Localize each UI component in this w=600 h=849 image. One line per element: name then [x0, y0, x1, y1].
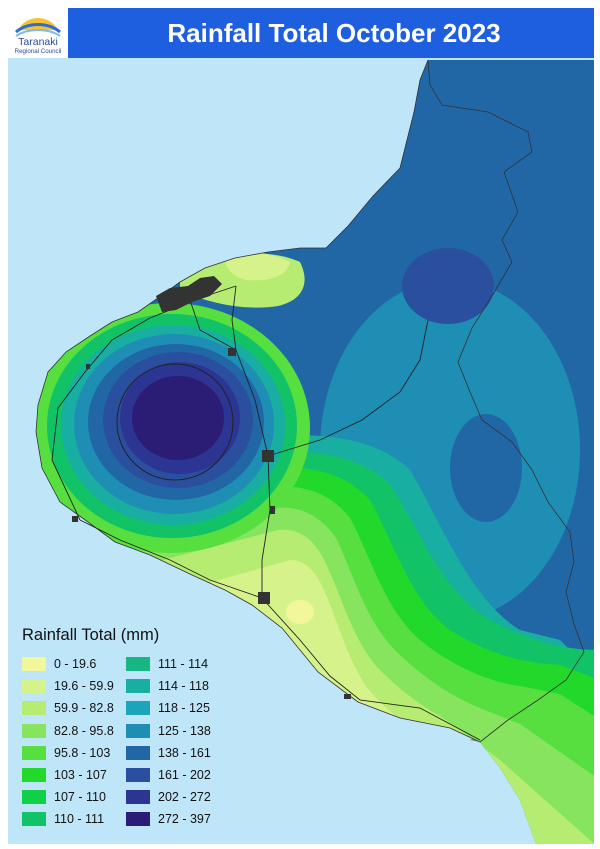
- legend-item: 114 - 118: [126, 675, 246, 697]
- urban-areas: [72, 276, 351, 699]
- legend-label: 95.8 - 103: [54, 745, 111, 760]
- legend-swatch: [22, 679, 46, 694]
- legend-label: 118 - 125: [158, 701, 210, 716]
- legend-swatch: [126, 745, 150, 760]
- legend-item: 202 - 272: [126, 786, 246, 808]
- legend-item: 95.8 - 103: [22, 742, 126, 764]
- legend-item: 0 - 19.6: [22, 653, 126, 675]
- council-logo: Taranaki Regional Council: [8, 8, 68, 58]
- legend-item: 125 - 138: [126, 720, 246, 742]
- legend-item: 107 - 110: [22, 786, 126, 808]
- legend-label: 138 - 161: [158, 745, 211, 760]
- legend-item: 272 - 397: [126, 808, 246, 830]
- legend-item: 19.6 - 59.9: [22, 675, 126, 697]
- legend-item: 110 - 111: [22, 808, 126, 830]
- legend-label: 103 - 107: [54, 768, 107, 783]
- logo-wave-icon: [15, 18, 61, 37]
- legend-swatch: [126, 679, 150, 694]
- legend-label: 114 - 118: [158, 679, 209, 694]
- legend-swatch: [22, 723, 46, 738]
- legend-swatch: [126, 768, 150, 783]
- legend-label: 125 - 138: [158, 723, 211, 738]
- legend-label: 0 - 19.6: [54, 657, 97, 672]
- logo-subtitle: Regional Council: [14, 48, 62, 55]
- legend-item: 161 - 202: [126, 764, 246, 786]
- legend-swatch: [22, 745, 46, 760]
- legend-item: 59.9 - 82.8: [22, 697, 126, 719]
- legend-swatch: [126, 812, 150, 827]
- legend-label: 19.6 - 59.9: [54, 679, 114, 694]
- legend-swatch: [22, 768, 46, 783]
- legend-item: 82.8 - 95.8: [22, 720, 126, 742]
- legend-label: 272 - 397: [158, 812, 211, 827]
- legend-label: 202 - 272: [158, 790, 211, 805]
- legend-items: 0 - 19.6 19.6 - 59.9 59.9 - 82.8 82.8 - …: [22, 653, 252, 831]
- legend-swatch: [22, 790, 46, 805]
- map-title: Rainfall Total October 2023: [167, 18, 501, 48]
- legend-item: 111 - 114: [126, 653, 246, 675]
- legend-item: 118 - 125: [126, 697, 246, 719]
- legend-label: 82.8 - 95.8: [54, 723, 114, 738]
- header-bar: Taranaki Regional Council Rainfall Total…: [8, 8, 594, 58]
- legend-label: 161 - 202: [158, 768, 211, 783]
- legend-label: 107 - 110: [54, 790, 106, 805]
- legend-item: 138 - 161: [126, 742, 246, 764]
- legend-label: 110 - 111: [54, 812, 105, 827]
- legend-swatch: [126, 790, 150, 805]
- legend-swatch: [22, 812, 46, 827]
- legend-swatch: [126, 657, 150, 672]
- national-park-boundary: [116, 363, 234, 481]
- legend-swatch: [22, 701, 46, 716]
- legend-title: Rainfall Total (mm): [22, 626, 160, 644]
- legend-swatch: [22, 657, 46, 672]
- legend-label: 59.9 - 82.8: [54, 701, 114, 716]
- region-outline: [35, 59, 585, 743]
- logo-name: Taranaki: [18, 36, 58, 48]
- legend-label: 111 - 114: [158, 657, 209, 672]
- legend-item: 103 - 107: [22, 764, 126, 786]
- legend-swatch: [126, 723, 150, 738]
- legend: Rainfall Total (mm) 0 - 19.6 19.6 - 59.9…: [22, 626, 252, 831]
- legend-swatch: [126, 701, 150, 716]
